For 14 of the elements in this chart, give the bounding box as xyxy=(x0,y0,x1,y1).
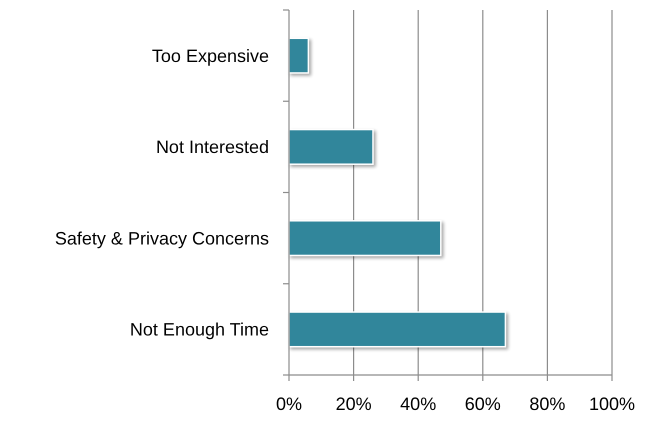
x-tick-label: 20% xyxy=(336,394,372,414)
x-tick-label: 60% xyxy=(464,394,501,414)
x-tick-label: 100% xyxy=(588,394,636,414)
x-tick-label: 40% xyxy=(400,394,436,414)
y-tick-label: Safety & Privacy Concerns xyxy=(54,228,269,248)
x-tick-label: 0% xyxy=(276,394,302,414)
bar xyxy=(288,128,374,165)
y-tick-label: Not Enough Time xyxy=(130,320,269,340)
x-tick-label: 80% xyxy=(529,394,566,414)
bar xyxy=(288,311,506,348)
bar xyxy=(288,220,442,256)
y-tick-label: Too Expensive xyxy=(152,46,269,66)
bar xyxy=(288,38,310,74)
y-tick-label: Not Interested xyxy=(156,137,269,158)
